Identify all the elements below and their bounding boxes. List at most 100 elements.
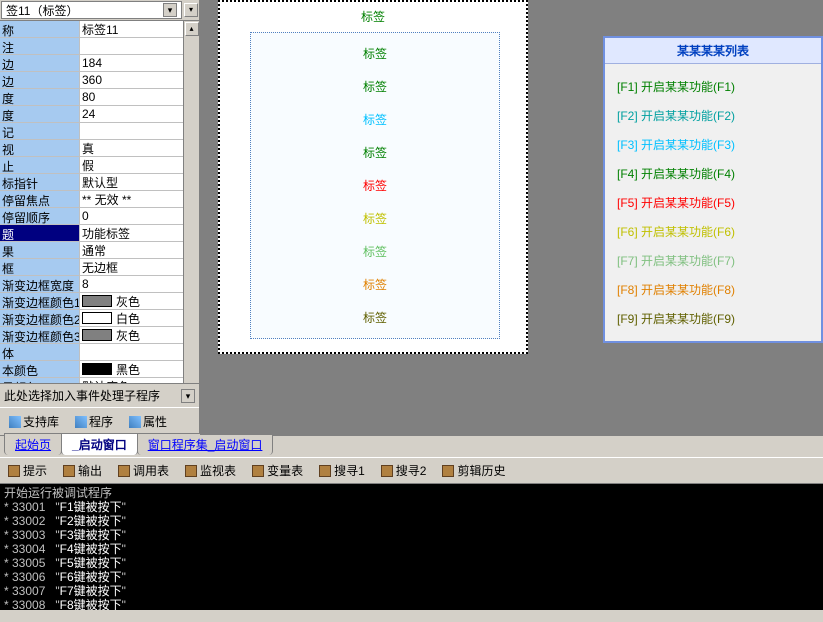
property-label: 框 [0,259,80,275]
bottom-tab[interactable]: 搜寻1 [315,461,369,480]
property-row[interactable]: 框无边框 [0,259,199,276]
debug-console[interactable]: 开始运行被调试程序* 33001 "F1键被按下"* 33002 "F2键被按下… [0,484,823,610]
property-row[interactable]: 边360 [0,72,199,89]
editor-tab[interactable]: 窗口程序集_启动窗口 [137,433,274,455]
design-label[interactable]: 标签 [255,268,495,301]
runtime-item[interactable]: [F6] 开启某某功能(F6) [609,217,817,246]
runtime-body: [F1] 开启某某功能(F1)[F2] 开启某某功能(F2)[F3] 开启某某功… [605,64,821,341]
runtime-item[interactable]: [F9] 开启某某功能(F9) [609,304,817,333]
runtime-item[interactable]: [F8] 开启某某功能(F8) [609,275,817,304]
property-row[interactable]: 注 [0,38,199,55]
panel-icon [118,465,130,477]
property-row[interactable]: 标指针默认型 [0,174,199,191]
runtime-item[interactable]: [F2] 开启某某功能(F2) [609,101,817,130]
bottom-tab[interactable]: 监视表 [181,461,240,480]
property-value[interactable]: 假 [80,157,199,173]
property-value[interactable]: 功能标签 [80,225,199,241]
property-row[interactable]: 停留顺序0 [0,208,199,225]
property-row[interactable]: 体 [0,344,199,361]
property-value[interactable]: 黑色 [80,361,199,377]
design-label[interactable]: 标签 [255,70,495,103]
property-value[interactable] [80,123,199,139]
design-label[interactable]: 标签 [255,169,495,202]
property-value[interactable] [80,344,199,360]
property-value[interactable]: 灰色 [80,327,199,343]
design-label[interactable]: 标签 [255,301,495,334]
property-value[interactable]: 默认底色 [80,378,199,383]
property-value[interactable]: 0 [80,208,199,224]
design-label[interactable]: 标签 [255,235,495,268]
runtime-item[interactable]: [F1] 开启某某功能(F1) [609,72,817,101]
editor-tab[interactable]: 起始页 [4,433,62,455]
runtime-item[interactable]: [F5] 开启某某功能(F5) [609,188,817,217]
console-line: * 33006 "F6键被按下" [4,570,819,584]
property-value[interactable]: 默认型 [80,174,199,190]
property-value[interactable]: ** 无效 ** [80,191,199,207]
bottom-tab[interactable]: 剪辑历史 [438,461,509,480]
property-row[interactable]: 果通常 [0,242,199,259]
property-label: 景颜色 [0,378,80,383]
property-row[interactable]: 渐变边框颜色1灰色 [0,293,199,310]
property-row[interactable]: 止假 [0,157,199,174]
left-toolbar: 支持库程序属性 [0,407,199,435]
editor-tab[interactable]: _启动窗口 [61,433,138,455]
color-swatch-icon [82,295,112,307]
property-row[interactable]: 渐变边框宽度8 [0,276,199,293]
property-value[interactable]: 无边框 [80,259,199,275]
toolbar-button[interactable]: 程序 [68,410,120,433]
property-row[interactable]: 度24 [0,106,199,123]
bottom-tab[interactable]: 输出 [59,461,106,480]
object-selector-dropdown[interactable]: 签11（标签） ▾ [1,1,182,19]
chevron-down-icon[interactable]: ▾ [184,3,198,17]
property-label: 渐变边框宽度 [0,276,80,292]
runtime-window[interactable]: 某某某某列表 [F1] 开启某某功能(F1)[F2] 开启某某功能(F2)[F3… [603,36,823,343]
property-label: 注 [0,38,80,54]
design-label[interactable]: 标签 [255,136,495,169]
bottom-tab[interactable]: 调用表 [114,461,173,480]
property-value[interactable]: 白色 [80,310,199,326]
scrollbar-vertical[interactable]: ▴ [183,21,199,383]
property-value[interactable]: 通常 [80,242,199,258]
property-row[interactable]: 记 [0,123,199,140]
form-designer-canvas[interactable]: 标签 标签标签标签标签标签标签标签标签标签 某某某某列表 [F1] 开启某某功能… [200,0,823,435]
property-value[interactable]: 80 [80,89,199,105]
property-row[interactable]: 题功能标签 [0,225,199,242]
property-value[interactable]: 灰色 [80,293,199,309]
design-label[interactable]: 标签 [255,37,495,70]
toolbar-button[interactable]: 支持库 [2,410,66,433]
property-row[interactable]: 本颜色黑色 [0,361,199,378]
console-line: * 33004 "F4键被按下" [4,542,819,556]
design-label[interactable]: 标签 [255,202,495,235]
property-row[interactable]: 渐变边框颜色3灰色 [0,327,199,344]
bottom-tab[interactable]: 搜寻2 [377,461,431,480]
property-value[interactable]: 184 [80,55,199,71]
runtime-item[interactable]: [F7] 开启某某功能(F7) [609,246,817,275]
bottom-tab[interactable]: 变量表 [248,461,307,480]
bottom-tab[interactable]: 提示 [4,461,51,480]
panel-icon [442,465,454,477]
chevron-down-icon[interactable]: ▾ [181,389,195,403]
runtime-item[interactable]: [F3] 开启某某功能(F3) [609,130,817,159]
property-row[interactable]: 边184 [0,55,199,72]
label-group[interactable]: 标签标签标签标签标签标签标签标签标签 [250,32,500,339]
property-grid: 称标签11注边184边360度80度24记视真止假标指针默认型停留焦点** 无效… [0,21,199,383]
panel-icon [8,465,20,477]
property-row[interactable]: 称标签11 [0,21,199,38]
property-value[interactable]: 360 [80,72,199,88]
property-label: 停留顺序 [0,208,80,224]
property-row[interactable]: 停留焦点** 无效 ** [0,191,199,208]
property-value[interactable]: 8 [80,276,199,292]
property-value[interactable]: 真 [80,140,199,156]
runtime-item[interactable]: [F4] 开启某某功能(F4) [609,159,817,188]
toolbar-button[interactable]: 属性 [122,410,174,433]
property-value[interactable]: 标签11 [80,21,199,37]
property-value[interactable] [80,38,199,54]
property-row[interactable]: 度80 [0,89,199,106]
property-value[interactable]: 24 [80,106,199,122]
design-label[interactable]: 标签 [255,103,495,136]
property-row[interactable]: 渐变边框颜色2白色 [0,310,199,327]
scroll-up-icon[interactable]: ▴ [185,22,199,36]
design-form[interactable]: 标签 标签标签标签标签标签标签标签标签标签 [218,0,528,354]
property-row[interactable]: 景颜色默认底色 [0,378,199,383]
property-row[interactable]: 视真 [0,140,199,157]
